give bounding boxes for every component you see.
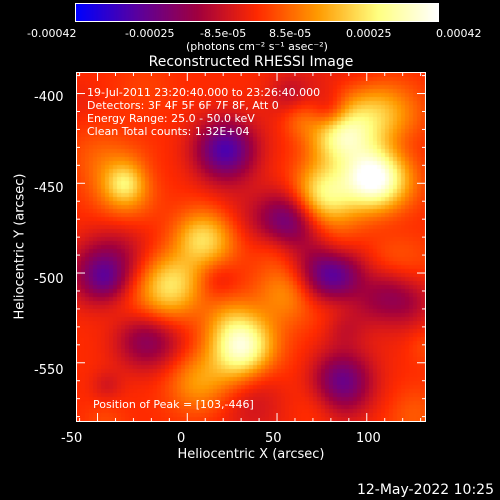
colorbar-tick-label: 0.00025 bbox=[346, 27, 392, 40]
plot-area: 19-Jul-2011 23:20:40.000 to 23:26:40.000… bbox=[76, 72, 426, 422]
y-axis-label: Heliocentric Y (arcsec) bbox=[12, 173, 28, 320]
colorbar-tick-label: 0.00042 bbox=[436, 27, 482, 40]
y-tick-label: -400 bbox=[34, 90, 64, 105]
colorbar bbox=[75, 3, 439, 22]
chart-title: Reconstructed RHESSI Image bbox=[148, 54, 354, 70]
annotation-clean-counts: Clean Total counts: 1.32E+04 bbox=[87, 125, 250, 138]
colorbar-tick-label: 8.5e-05 bbox=[269, 27, 312, 40]
x-tick-label: 100 bbox=[356, 431, 381, 446]
colorbar-tick-label: -0.00025 bbox=[125, 27, 175, 40]
heatmap-image bbox=[77, 73, 425, 421]
annotation-time-range: 19-Jul-2011 23:20:40.000 to 23:26:40.000 bbox=[87, 86, 321, 99]
y-tick-label: -450 bbox=[34, 181, 64, 196]
annotation-energy-range: Energy Range: 25.0 - 50.0 keV bbox=[87, 112, 255, 125]
footer-timestamp: 12-May-2022 10:25 bbox=[356, 482, 494, 498]
colorbar-tick-label: -0.00042 bbox=[27, 27, 77, 40]
annotation-peak-position: Position of Peak = [103,-446] bbox=[93, 398, 254, 411]
colorbar-tick-label: -8.5e-05 bbox=[200, 27, 247, 40]
x-tick-label: -50 bbox=[61, 431, 83, 446]
y-tick-label: -500 bbox=[34, 272, 64, 287]
y-tick-label: -550 bbox=[34, 363, 64, 378]
x-tick-label: 50 bbox=[265, 431, 282, 446]
x-tick-label: 0 bbox=[177, 431, 186, 446]
colorbar-units: (photons cm⁻² s⁻¹ asec⁻²) bbox=[186, 40, 328, 53]
colorbar-gradient bbox=[76, 4, 438, 21]
x-axis-label: Heliocentric X (arcsec) bbox=[177, 447, 325, 462]
annotation-detectors: Detectors: 3F 4F 5F 6F 7F 8F, Att 0 bbox=[87, 99, 279, 112]
